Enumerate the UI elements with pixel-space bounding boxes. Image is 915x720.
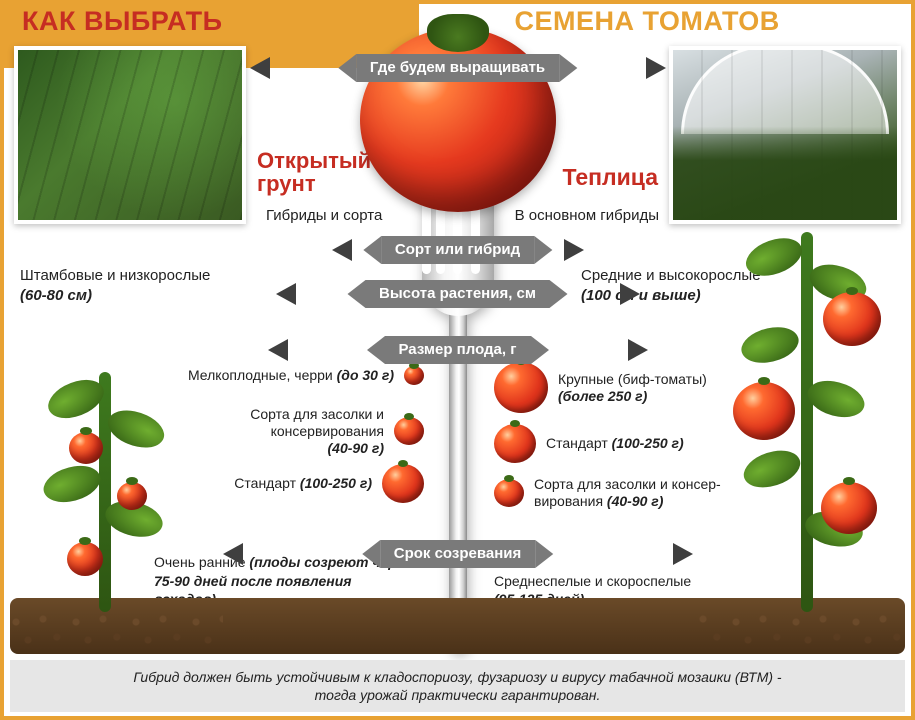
tomato-icon [494, 479, 524, 507]
size-right-3: Сорта для засолки и консер-вирования (40… [494, 476, 874, 510]
tomato-icon [494, 362, 548, 413]
banner-height: Высота растения, см [365, 280, 550, 308]
tomato-icon [382, 464, 424, 503]
choice-open-ground: Открытыйгрунт [257, 149, 371, 195]
tomato-icon [494, 424, 536, 463]
soil-front [223, 598, 693, 654]
banner-sort: Сорт или гибрид [381, 236, 534, 264]
choice-greenhouse: Теплица [562, 164, 658, 191]
photo-open-ground [14, 46, 246, 224]
plant-right [801, 232, 813, 612]
subchoice-left: Гибриды и сорта [266, 207, 382, 224]
banner-ripen: Срок созревания [380, 540, 536, 568]
tomato-stem-icon [427, 14, 489, 52]
banner-where: Где будем выращивать [356, 54, 559, 82]
subchoice-right: В основном гибриды [515, 207, 659, 224]
tomato-icon [394, 417, 424, 445]
footer-note: Гибрид должен быть устойчивым к кладоспо… [10, 660, 905, 712]
infographic-container: КАК ВЫБРАТЬ СЕМЕНА ТОМАТОВ Где будем выр… [0, 0, 915, 720]
plant-left [99, 372, 111, 612]
banner-size: Размер плода, г [385, 336, 531, 364]
height-left: Штамбовые и низкорослые (60-80 см) [20, 266, 260, 305]
greenhouse-arc-icon [681, 46, 889, 134]
size-right-2: Стандарт (100-250 г) [494, 424, 874, 463]
photo-greenhouse [669, 46, 901, 224]
